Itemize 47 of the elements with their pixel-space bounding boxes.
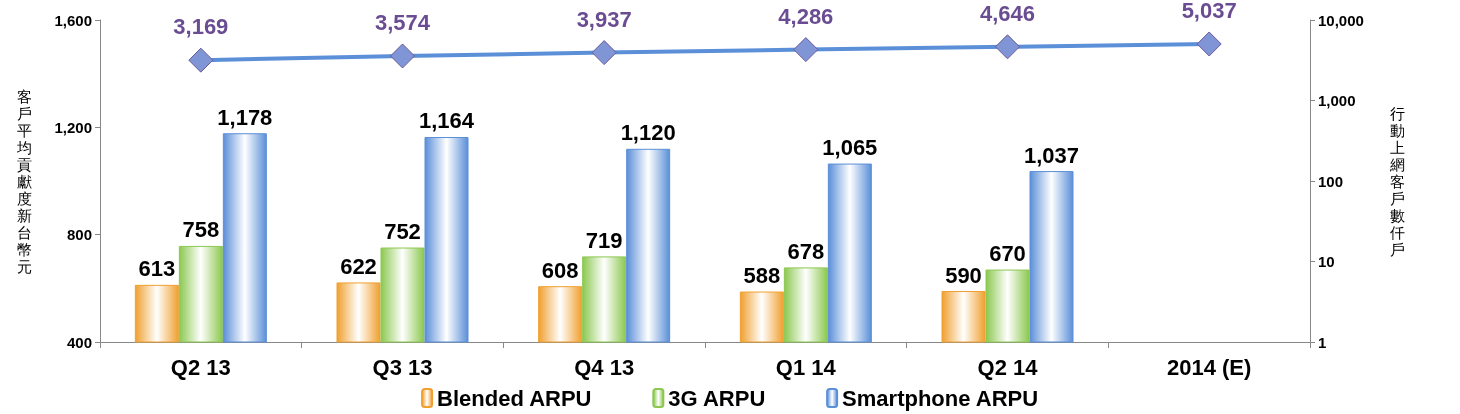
data-label: 3,574: [374, 9, 431, 35]
point: [390, 43, 415, 69]
y2-tick-label: 1,000: [1318, 92, 1356, 109]
data-label: 4,646: [979, 0, 1036, 26]
x-tick-label: Q2 13: [170, 354, 231, 380]
point: [591, 40, 617, 66]
data-label: 719: [585, 227, 623, 253]
y-tick-label: 400: [66, 333, 92, 351]
legend-label: 3G ARPU: [668, 385, 766, 411]
data-label: 758: [182, 217, 220, 243]
point: [188, 47, 214, 73]
data-label: 608: [541, 257, 579, 283]
x-tick-label: Q3 13: [372, 354, 433, 380]
data-label: 3,169: [173, 14, 229, 40]
data-label: 4,286: [778, 3, 834, 29]
y2-tick-label: 100: [1318, 172, 1344, 190]
data-label: 1,037: [1023, 142, 1080, 168]
x-tick-label: Q2 14: [977, 354, 1039, 380]
data-label: 1,164: [418, 108, 475, 134]
x-tick-label: Q4 13: [574, 354, 635, 380]
data-label: 588: [743, 263, 781, 289]
y-tick-label: 800: [66, 226, 92, 244]
y-tick-label: 1,600: [54, 11, 92, 29]
x-tick-label: Q1 14: [775, 354, 837, 380]
point: [995, 34, 1020, 60]
point: [1196, 31, 1222, 57]
text: 客戶平均貢獻度新台幣元: [17, 87, 32, 275]
point: [793, 37, 819, 63]
legend-label: Smartphone ARPU: [842, 385, 1039, 411]
data-label: 590: [945, 262, 982, 288]
data-label: 613: [138, 256, 176, 282]
y2-tick-label: 10: [1318, 253, 1335, 270]
data-label: 752: [384, 219, 421, 245]
data-label: 1,120: [620, 120, 676, 146]
y-tick-label: 1,200: [54, 118, 92, 136]
x-tick-label: 2014 (E): [1166, 354, 1252, 380]
data-label: 622: [340, 253, 377, 279]
data-label: 1,065: [822, 135, 878, 161]
data-label: 5,037: [1181, 0, 1237, 23]
legend-label: Blended ARPU: [437, 385, 592, 411]
data-label: 3,937: [576, 6, 632, 32]
data-label: 670: [989, 241, 1026, 267]
data-label: 1,178: [217, 104, 273, 130]
text: 行動上網客戶數仟戶: [1390, 104, 1405, 258]
y2-tick-label: 10,000: [1318, 11, 1364, 29]
data-label: 678: [787, 238, 825, 264]
y2-tick-label: 1: [1318, 333, 1327, 351]
